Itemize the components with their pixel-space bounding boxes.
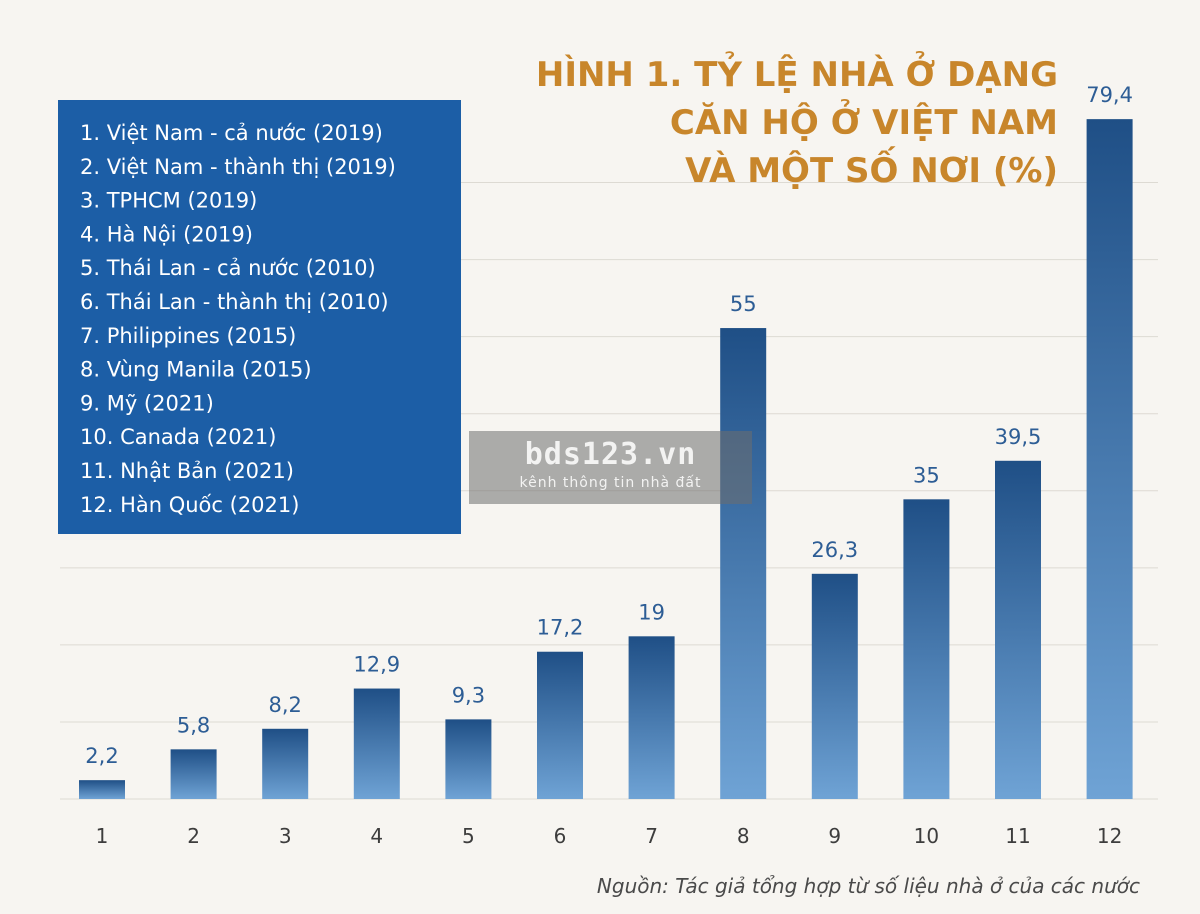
value-label-4: 12,9 xyxy=(353,653,400,677)
x-tick-4: 4 xyxy=(370,824,383,848)
chart-title: HÌNH 1. TỶ LỆ NHÀ Ở DẠNG CĂN HỘ Ở VIỆT N… xyxy=(536,51,1058,191)
source-note: Nguồn: Tác giả tổng hợp từ số liệu nhà ở… xyxy=(597,874,1140,898)
bar-3 xyxy=(262,728,309,799)
bar-2 xyxy=(170,749,217,799)
x-tick-9: 9 xyxy=(828,824,841,848)
watermark-main: bds123.vn xyxy=(524,437,697,472)
x-tick-7: 7 xyxy=(645,824,658,848)
legend-item-8: 8. Vùng Manila (2015) xyxy=(80,358,312,382)
x-tick-11: 11 xyxy=(1005,824,1030,848)
bar-9 xyxy=(811,573,858,799)
value-label-1: 2,2 xyxy=(85,744,118,768)
legend-background xyxy=(58,100,461,534)
x-tick-labels: 1 2 3 4 5 6 7 8 9 10 11 12 xyxy=(96,824,1123,848)
legend-item-3: 3. TPHCM (2019) xyxy=(80,189,257,213)
x-tick-2: 2 xyxy=(187,824,200,848)
x-tick-8: 8 xyxy=(737,824,750,848)
legend-item-12: 12. Hàn Quốc (2021) xyxy=(80,493,299,517)
value-label-10: 35 xyxy=(913,463,940,487)
watermark-sub: kênh thông tin nhà đất xyxy=(519,475,702,491)
value-label-8: 55 xyxy=(730,292,757,316)
title-line-2: CĂN HỘ Ở VIỆT NAM xyxy=(670,99,1058,143)
legend-item-11: 11. Nhật Bản (2021) xyxy=(80,459,294,483)
watermark: bds123.vn kênh thông tin nhà đất xyxy=(469,431,752,504)
bar-4 xyxy=(353,688,400,799)
bar-10 xyxy=(903,499,950,799)
x-tick-1: 1 xyxy=(96,824,109,848)
value-label-7: 19 xyxy=(638,600,665,624)
legend-item-9: 9. Mỹ (2021) xyxy=(80,391,214,415)
value-label-6: 17,2 xyxy=(537,616,584,640)
legend-item-5: 5. Thái Lan - cả nước (2010) xyxy=(80,256,376,280)
bar-12 xyxy=(1086,119,1133,799)
value-labels: 2,2 5,8 8,2 12,9 9,3 17,2 19 55 26,3 35 39,5 79,4 xyxy=(85,83,1133,768)
legend-item-1: 1. Việt Nam - cả nước (2019) xyxy=(80,121,383,145)
bar-8 xyxy=(720,328,767,799)
legend-item-7: 7. Philippines (2015) xyxy=(80,324,296,348)
title-line-1: HÌNH 1. TỶ LỆ NHÀ Ở DẠNG xyxy=(536,51,1058,95)
value-label-12: 79,4 xyxy=(1086,83,1133,107)
x-tick-5: 5 xyxy=(462,824,475,848)
bar-11 xyxy=(995,460,1041,799)
bar-7 xyxy=(628,636,675,799)
x-tick-12: 12 xyxy=(1097,824,1122,848)
legend-item-2: 2. Việt Nam - thành thị (2019) xyxy=(80,155,396,179)
value-label-5: 9,3 xyxy=(452,683,485,707)
bar-1 xyxy=(79,780,125,799)
legend-item-6: 6. Thái Lan - thành thị (2010) xyxy=(80,290,389,314)
value-label-2: 5,8 xyxy=(177,713,210,737)
title-line-3: VÀ MỘT SỐ NƠI (%) xyxy=(685,146,1058,191)
legend-item-10: 10. Canada (2021) xyxy=(80,425,277,449)
legend: 1. Việt Nam - cả nước (2019) 2. Việt Nam … xyxy=(58,100,461,534)
x-tick-3: 3 xyxy=(279,824,292,848)
x-tick-6: 6 xyxy=(554,824,567,848)
value-label-9: 26,3 xyxy=(811,538,858,562)
x-tick-10: 10 xyxy=(914,824,939,848)
value-label-11: 39,5 xyxy=(995,425,1042,449)
value-label-3: 8,2 xyxy=(268,693,301,717)
bars xyxy=(79,119,1133,799)
bar-6 xyxy=(537,651,583,799)
bar-5 xyxy=(445,719,492,799)
legend-item-4: 4. Hà Nội (2019) xyxy=(80,222,253,246)
